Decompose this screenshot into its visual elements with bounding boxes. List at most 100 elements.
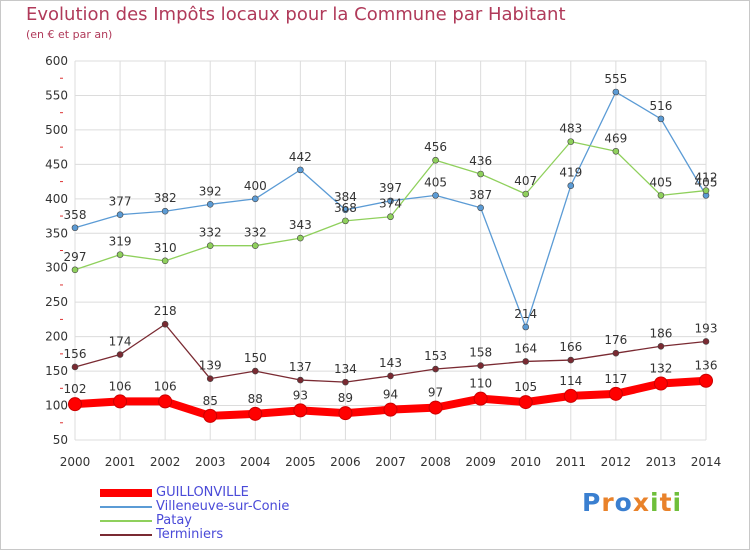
proxiti-logo: Proxiti [582,488,682,517]
data-label: 368 [334,201,357,215]
data-label: 105 [514,380,537,394]
data-label: 137 [289,360,312,374]
y-tick-label: 300 [45,261,68,275]
data-point [473,391,488,406]
data-label: 97 [428,386,443,400]
data-label: 392 [199,184,222,198]
data-label: 436 [469,154,492,168]
legend-swatch [100,520,152,522]
data-label: 150 [244,351,267,365]
y-tick-label: 500 [45,123,68,137]
data-label: 407 [514,174,537,188]
data-label: 387 [469,188,492,202]
data-point [522,190,530,198]
data-label: 136 [695,359,718,373]
data-label: 143 [379,356,402,370]
data-point [657,115,665,123]
data-label: 412 [695,171,718,185]
brand-letter: r [601,488,615,517]
data-label: 319 [109,235,132,249]
y-tick-label: 600 [45,54,68,68]
x-tick-label: 2000 [60,455,91,469]
brand-letter: i [650,488,660,517]
data-label: 374 [379,197,402,211]
data-point [248,406,263,421]
data-point [522,323,530,331]
data-point [158,394,173,409]
data-point [206,242,214,249]
data-point [563,388,578,403]
data-label: 405 [424,175,447,189]
data-label: 164 [514,341,537,355]
legend-label: Villeneuve-sur-Conie [156,499,290,514]
data-label: 132 [649,361,672,375]
data-point [383,402,398,417]
data-label: 555 [604,72,627,86]
data-point [68,397,82,412]
x-tick-label: 2013 [646,455,677,469]
data-label: 93 [293,388,308,402]
y-tick-label: 200 [45,330,68,344]
legend-label: GUILLONVILLE [156,485,249,500]
data-label: 158 [469,346,492,360]
data-point [387,372,394,380]
y-tick-label: 350 [45,226,68,240]
legend-swatch [100,489,152,497]
data-label: 332 [199,226,222,240]
data-point [477,362,484,369]
data-label: 186 [649,326,672,340]
data-point [338,406,353,421]
data-point [567,182,575,190]
data-label: 419 [559,166,582,180]
chart-title: Evolution des Impôts locaux pour la Comm… [26,4,566,25]
brand-letter: t [659,488,673,517]
data-label: 114 [559,374,582,388]
data-label: 156 [64,347,87,361]
data-label: 297 [64,250,87,264]
x-tick-label: 2008 [420,455,451,469]
data-point [608,386,623,401]
data-point [297,234,304,242]
brand-letter: P [582,488,602,517]
x-tick-label: 2002 [150,455,181,469]
data-point [612,88,620,96]
data-point [206,201,214,208]
data-point [116,251,124,258]
data-label: 377 [109,195,132,209]
legend-swatch [100,534,152,536]
data-label: 134 [334,362,357,376]
data-point [387,197,394,205]
data-point [206,375,214,382]
data-point [702,187,710,194]
data-label: 174 [109,335,132,349]
data-label: 405 [695,175,718,189]
data-point [71,224,79,232]
data-point [477,170,484,178]
data-point [297,166,304,174]
data-label: 442 [289,150,312,164]
data-label: 218 [154,304,177,318]
data-label: 85 [203,394,218,408]
data-point [477,204,484,212]
x-tick-label: 2012 [601,455,632,469]
y-tick-label: 250 [45,295,68,309]
data-label: 153 [424,349,447,363]
data-point [432,192,439,199]
data-point [293,403,308,418]
data-point [71,363,79,371]
data-point [251,195,259,203]
data-label: 516 [649,99,672,113]
legend-label: Terminiers [156,527,224,542]
data-point [432,156,439,164]
data-point [567,138,575,145]
brand-letter: o [614,488,633,517]
y-tick-label: 50 [53,433,68,447]
data-label: 358 [64,208,87,222]
data-label: 400 [244,179,267,193]
x-tick-label: 2005 [285,455,316,469]
data-point [161,257,169,265]
data-label: 139 [199,359,222,373]
data-point [161,207,169,215]
data-label: 214 [514,307,537,321]
